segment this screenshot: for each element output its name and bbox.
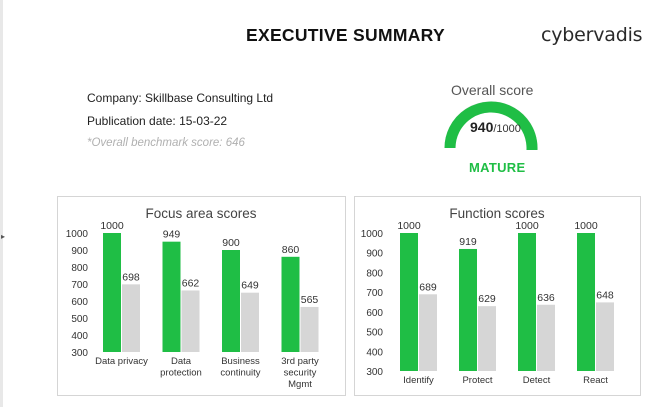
company-bar (459, 248, 477, 371)
benchmark-bar (478, 306, 496, 371)
y-tick-label: 700 (366, 288, 383, 299)
benchmark-bar (419, 294, 437, 371)
company-name: Company: Skillbase Consulting Ltd (87, 91, 274, 105)
benchmark-bar (122, 284, 140, 352)
y-tick-label: 1000 (66, 229, 89, 240)
company-bar (162, 241, 181, 352)
overall-score-label: Overall score (451, 82, 534, 98)
y-tick-label: 500 (366, 328, 383, 339)
benchmark-note: *Overall benchmark score: 646 (87, 137, 245, 149)
company-bar (222, 250, 240, 352)
company-bar (518, 233, 536, 371)
data-label: 565 (301, 294, 319, 306)
data-label: 648 (596, 289, 614, 301)
y-tick-label: 800 (71, 263, 88, 274)
data-label: 698 (122, 271, 140, 283)
category-label: 3rd party (281, 356, 319, 367)
data-label: 1000 (515, 220, 539, 232)
data-label: 860 (282, 244, 300, 256)
maturity-level: MATURE (469, 160, 526, 175)
data-label: 949 (163, 229, 181, 241)
data-label: 649 (241, 280, 259, 292)
chart-title: Function scores (449, 206, 545, 221)
chart-title: Focus area scores (145, 206, 256, 221)
category-label: security (284, 368, 317, 379)
y-tick-label: 700 (71, 280, 88, 291)
category-label: protection (160, 368, 202, 379)
category-label: Identify (403, 375, 434, 386)
y-tick-label: 400 (366, 347, 383, 358)
score-max: /1000 (493, 123, 521, 135)
data-label: 900 (222, 237, 240, 249)
category-label: Protect (462, 375, 492, 386)
y-tick-label: 300 (366, 367, 383, 378)
benchmark-bar (300, 306, 319, 352)
category-label: Business (221, 356, 260, 367)
data-label: 1000 (397, 220, 421, 232)
y-tick-label: 600 (71, 297, 88, 308)
company-bar (400, 233, 418, 371)
company-bar (103, 233, 121, 352)
category-label: Detect (523, 375, 551, 386)
benchmark-bar (596, 302, 614, 371)
data-label: 636 (537, 292, 555, 304)
overall-score-value: 940/1000 (470, 119, 530, 135)
y-tick-label: 400 (71, 331, 88, 342)
category-label: Data (171, 356, 192, 367)
focus-area-panel: Focus area scores 1000 900 800 700 600 500 400 3… (57, 196, 346, 396)
y-tick-label: 500 (71, 314, 88, 325)
benchmark-bar (181, 290, 200, 352)
cybervadis-logo: cybervadis (541, 24, 643, 46)
left-border (0, 0, 3, 407)
focus-area-chart: Focus area scores 1000 900 800 700 600 500 400 3… (66, 206, 319, 390)
y-tick-label: 600 (366, 308, 383, 319)
publication-date: Publication date: 15-03-22 (87, 114, 228, 128)
data-label: 1000 (100, 220, 124, 232)
category-label: Mgmt (288, 379, 312, 390)
y-tick-label: 1000 (361, 229, 384, 240)
gauge-fill (444, 101, 538, 150)
collapse-arrow-icon[interactable]: ▸ (1, 232, 6, 241)
company-bar (577, 233, 595, 371)
function-scores-chart: Function scores1000900800700600500400300… (361, 206, 614, 386)
data-label: 629 (478, 293, 496, 305)
function-scores-panel: Function scores 1000 900 800 700 600 500 400 300… (354, 196, 641, 396)
company-bar (281, 256, 300, 352)
y-tick-label: 800 (366, 268, 383, 279)
category-label: React (583, 375, 608, 386)
overall-score-gauge (444, 101, 538, 150)
score-number: 940 (470, 119, 494, 135)
y-tick-label: 300 (71, 348, 88, 359)
data-label: 1000 (574, 220, 598, 232)
y-tick-label: 900 (71, 246, 88, 257)
benchmark-bar (241, 292, 259, 352)
data-label: 662 (182, 277, 200, 289)
y-tick-label: 900 (366, 249, 383, 260)
page-title: EXECUTIVE SUMMARY (246, 25, 445, 45)
benchmark-bar (537, 304, 555, 371)
category-label: continuity (220, 368, 260, 379)
data-label: 919 (459, 236, 477, 248)
category-label: Data privacy (95, 356, 148, 367)
data-label: 689 (419, 281, 437, 293)
